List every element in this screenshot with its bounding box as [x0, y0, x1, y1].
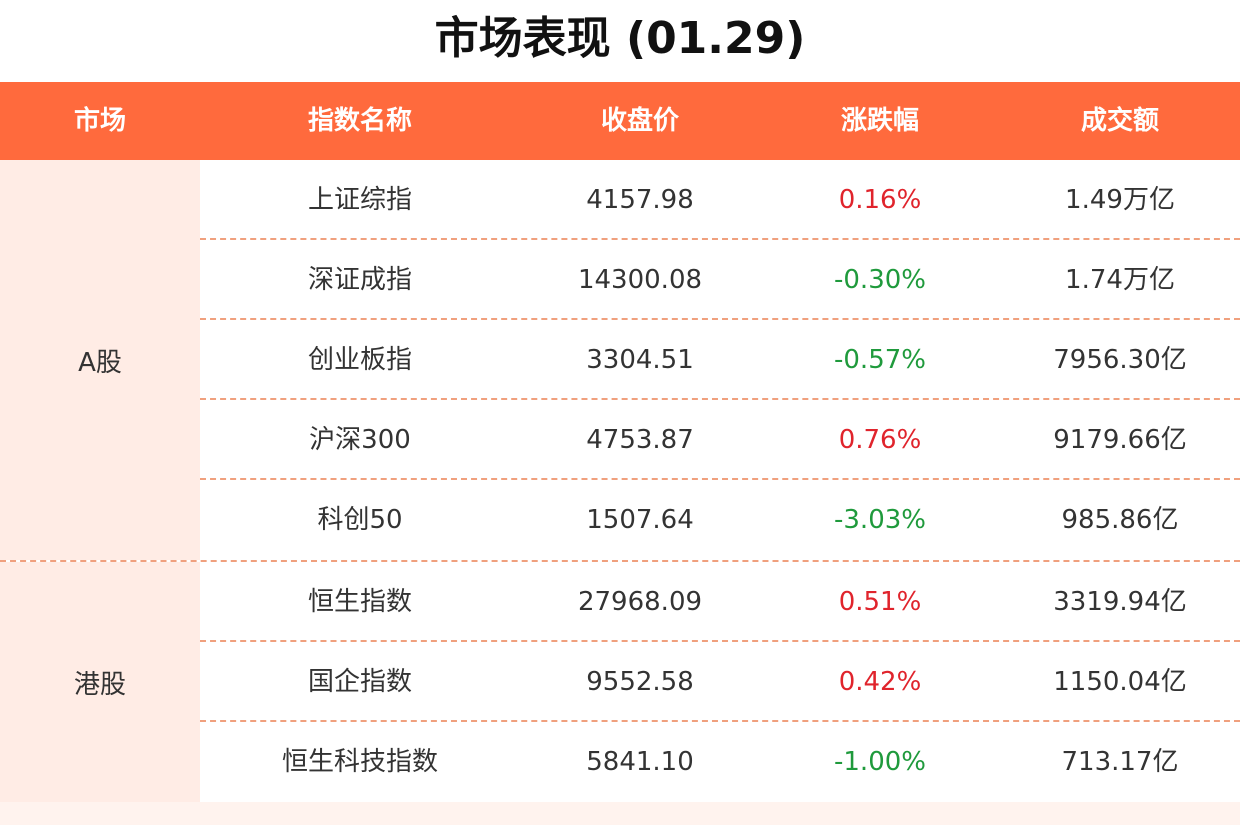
close-price: 14300.08 [577, 265, 703, 295]
market-label: 港股 [0, 562, 200, 802]
index-rows: 恒生指数 27968.09 0.51% 3319.94亿 国企指数 9552.5… [200, 562, 1240, 802]
table-header: 市场 指数名称 收盘价 涨跌幅 成交额 [0, 82, 1240, 160]
change-percent: -0.30% [834, 265, 926, 295]
column-header-market: 市场 [73, 106, 126, 136]
change-percent: 0.16% [838, 185, 922, 215]
turnover: 1150.04亿 [1053, 667, 1187, 697]
column-header-change: 涨跌幅 [840, 106, 919, 136]
turnover: 3319.94亿 [1053, 587, 1187, 617]
index-name: 恒生科技指数 [281, 747, 438, 777]
change-percent: 0.51% [838, 587, 922, 617]
page-title: 市场表现 (01.29) [434, 13, 806, 64]
table-row: 上证综指 4157.98 0.16% 1.49万亿 [200, 160, 1240, 240]
column-header-close: 收盘价 [600, 106, 679, 136]
close-price: 5841.10 [586, 747, 694, 777]
change-percent: 0.76% [838, 425, 922, 455]
change-percent: -3.03% [834, 505, 926, 535]
index-name: 科创50 [317, 505, 403, 535]
index-name: 创业板指 [307, 345, 412, 375]
index-name: 上证综指 [307, 185, 412, 215]
table-body: A股 上证综指 4157.98 0.16% 1.49万亿 深证成指 14300.… [0, 160, 1240, 804]
turnover: 9179.66亿 [1053, 425, 1187, 455]
table-row: 深证成指 14300.08 -0.30% 1.74万亿 [200, 240, 1240, 320]
table-row: 恒生指数 27968.09 0.51% 3319.94亿 [200, 562, 1240, 642]
table-row: 沪深300 4753.87 0.76% 9179.66亿 [200, 400, 1240, 480]
table-row: 创业板指 3304.51 -0.57% 7956.30亿 [200, 320, 1240, 400]
close-price: 3304.51 [586, 345, 694, 375]
table-footer-strip [0, 802, 1240, 825]
change-percent: -0.57% [834, 345, 926, 375]
market-label: A股 [0, 160, 200, 560]
market-group-a-share: A股 上证综指 4157.98 0.16% 1.49万亿 深证成指 14300.… [0, 160, 1240, 562]
market-group-hk: 港股 恒生指数 27968.09 0.51% 3319.94亿 国企指数 955… [0, 562, 1240, 804]
turnover: 713.17亿 [1061, 747, 1179, 777]
close-price: 4157.98 [586, 185, 694, 215]
column-header-index-name: 指数名称 [307, 106, 412, 136]
close-price: 9552.58 [586, 667, 694, 697]
change-percent: 0.42% [838, 667, 922, 697]
turnover: 1.49万亿 [1065, 185, 1175, 215]
change-percent: -1.00% [834, 747, 926, 777]
column-header-turnover: 成交额 [1080, 106, 1159, 136]
index-name: 国企指数 [307, 667, 412, 697]
close-price: 1507.64 [586, 505, 694, 535]
table-row: 恒生科技指数 5841.10 -1.00% 713.17亿 [200, 722, 1240, 802]
turnover: 985.86亿 [1061, 505, 1179, 535]
index-name: 深证成指 [307, 265, 412, 295]
close-price: 27968.09 [577, 587, 703, 617]
index-name: 恒生指数 [307, 587, 412, 617]
turnover: 1.74万亿 [1065, 265, 1175, 295]
index-rows: 上证综指 4157.98 0.16% 1.49万亿 深证成指 14300.08 … [200, 160, 1240, 560]
turnover: 7956.30亿 [1053, 345, 1187, 375]
index-name: 沪深300 [309, 425, 411, 455]
table-row: 国企指数 9552.58 0.42% 1150.04亿 [200, 642, 1240, 722]
table-row: 科创50 1507.64 -3.03% 985.86亿 [200, 480, 1240, 560]
close-price: 4753.87 [586, 425, 694, 455]
